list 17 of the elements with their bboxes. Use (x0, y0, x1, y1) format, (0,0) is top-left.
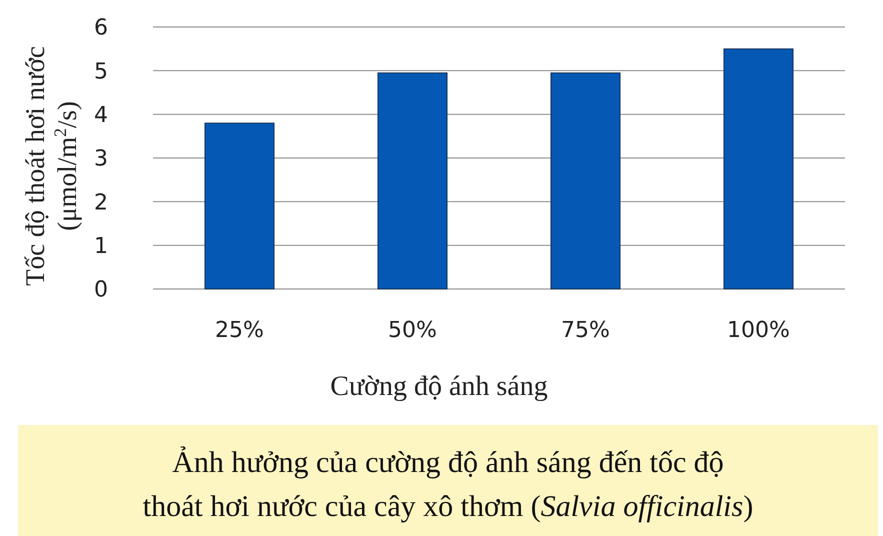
x-tick-label: 75% (561, 318, 610, 343)
bar (550, 72, 620, 290)
x-tick-label: 100% (727, 318, 790, 343)
y-tick-label: 6 (94, 16, 108, 41)
y-tick-label: 2 (94, 190, 108, 216)
y-tick-label: 4 (94, 103, 108, 128)
y-tick-label: 5 (94, 59, 108, 84)
y-tick-label: 0 (94, 278, 108, 303)
x-axis-title: Cường độ ánh sáng (330, 371, 548, 402)
text: Ảnh hưởng của cường độ ánh sáng đến tốc độ thoát hơi nước của cây xô thơm (Salvia officinalis) (142, 446, 754, 523)
bar (378, 72, 448, 290)
y-tick-label: 1 (94, 234, 108, 260)
bar (724, 48, 794, 290)
x-tick-label: 25% (215, 318, 264, 343)
bar (204, 122, 274, 290)
y-tick-label: 3 (94, 146, 108, 172)
x-tick-label: 50% (388, 318, 437, 343)
